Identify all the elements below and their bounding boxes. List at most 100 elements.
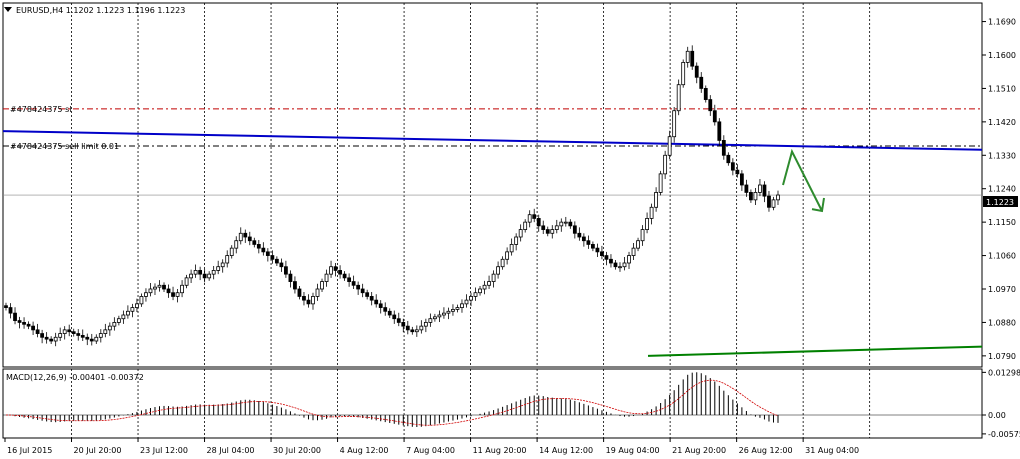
- candle: [600, 245, 604, 260]
- macd-plot-frame: [2, 368, 983, 439]
- candle: [202, 268, 207, 283]
- moving-average: [2, 130, 983, 357]
- candle: [135, 298, 139, 313]
- candle: [717, 118, 722, 147]
- candle: [171, 286, 175, 301]
- candle: [125, 305, 130, 319]
- candle: [554, 219, 559, 234]
- candle: [473, 287, 478, 301]
- price-axis: 1.1690 1.1600 1.1510 1.1420 1.1330 1.1240 1.11…: [982, 18, 1020, 439]
- candle: [613, 260, 618, 270]
- candle: [67, 324, 72, 337]
- candle: [442, 307, 446, 319]
- candle: [401, 318, 406, 333]
- candle: [446, 307, 451, 320]
- candle: [577, 227, 582, 241]
- chart-title: EURUSD,H4 1.1202 1.1223 1.1196 1.1223: [16, 6, 185, 15]
- candle: [545, 226, 550, 237]
- candle: [721, 135, 726, 160]
- candle: [180, 280, 184, 298]
- candle: [225, 250, 230, 268]
- candle: [17, 316, 22, 329]
- candle: [414, 325, 419, 337]
- y-tick-label: 1.1600: [988, 51, 1016, 60]
- candle: [284, 260, 288, 278]
- sl-annotation: #478424375 sl: [10, 105, 71, 114]
- x-tick-label: 20 Jul 20:00: [74, 446, 122, 455]
- candle: [595, 243, 600, 258]
- candle: [4, 302, 8, 311]
- candle: [776, 190, 780, 206]
- y-tick-label: 1.1240: [988, 185, 1016, 194]
- candle: [739, 170, 744, 191]
- candle: [293, 276, 297, 294]
- candle: [62, 326, 67, 340]
- candle: [31, 321, 35, 336]
- candle: [518, 224, 523, 242]
- macd-signal-line: [5, 379, 779, 426]
- x-tick-label: 7 Aug 04:00: [406, 446, 455, 455]
- candle: [238, 227, 243, 245]
- candle: [184, 274, 189, 289]
- candle: [121, 310, 126, 324]
- y-tick-label: 1.0970: [988, 285, 1016, 294]
- candle: [139, 293, 144, 307]
- candle: [189, 269, 193, 284]
- candle: [536, 214, 541, 232]
- candle: [261, 242, 266, 256]
- candle: [252, 237, 257, 248]
- candle: [40, 329, 45, 344]
- candle: [256, 239, 261, 254]
- arrow-drawing[interactable]: [782, 148, 823, 212]
- y-tick-label: 1.1420: [988, 118, 1016, 127]
- candle: [500, 256, 505, 270]
- candle: [13, 307, 17, 325]
- macd-title: MACD(12,26,9) -0.00401 -0.00372: [6, 373, 144, 382]
- candle: [618, 262, 622, 272]
- candle: [541, 220, 546, 235]
- candle: [410, 326, 415, 335]
- macd-y-tick-label: 0.01298: [988, 368, 1020, 377]
- candle: [437, 310, 442, 323]
- candle: [685, 46, 690, 68]
- candle: [333, 263, 338, 277]
- candle: [730, 158, 735, 176]
- candle: [491, 270, 496, 288]
- candle: [98, 329, 103, 343]
- candle: [58, 327, 63, 341]
- vertical-grid: [71, 3, 871, 438]
- y-tick-label: 1.1150: [988, 218, 1016, 227]
- candle: [645, 212, 649, 234]
- main-plot-frame: [2, 2, 983, 368]
- y-tick-label: 1.1510: [988, 84, 1016, 93]
- y-tick-label: 1.1330: [988, 151, 1016, 160]
- dropdown-icon[interactable]: [4, 7, 12, 12]
- candle: [527, 210, 532, 228]
- candle: [347, 273, 352, 287]
- x-tick-label: 28 Jul 04:00: [207, 446, 255, 455]
- candle: [563, 216, 568, 227]
- candle: [315, 283, 320, 301]
- candle: [672, 107, 677, 143]
- x-tick-label: 19 Aug 04:00: [606, 446, 660, 455]
- candle: [324, 269, 329, 287]
- candle: [622, 257, 627, 271]
- candle: [681, 59, 686, 88]
- candle: [193, 264, 198, 278]
- candle: [94, 334, 99, 344]
- candle: [306, 294, 311, 308]
- candle: [53, 332, 58, 347]
- candle: [198, 266, 203, 281]
- candle: [451, 304, 455, 316]
- candle: [460, 299, 464, 313]
- candle: [667, 130, 672, 159]
- candle: [112, 317, 117, 331]
- candle: [455, 304, 460, 313]
- candle: [374, 294, 379, 308]
- candle: [103, 323, 108, 338]
- candle: [162, 282, 166, 292]
- trend-line[interactable]: [647, 345, 983, 357]
- candle: [329, 260, 333, 278]
- candle: [116, 315, 121, 326]
